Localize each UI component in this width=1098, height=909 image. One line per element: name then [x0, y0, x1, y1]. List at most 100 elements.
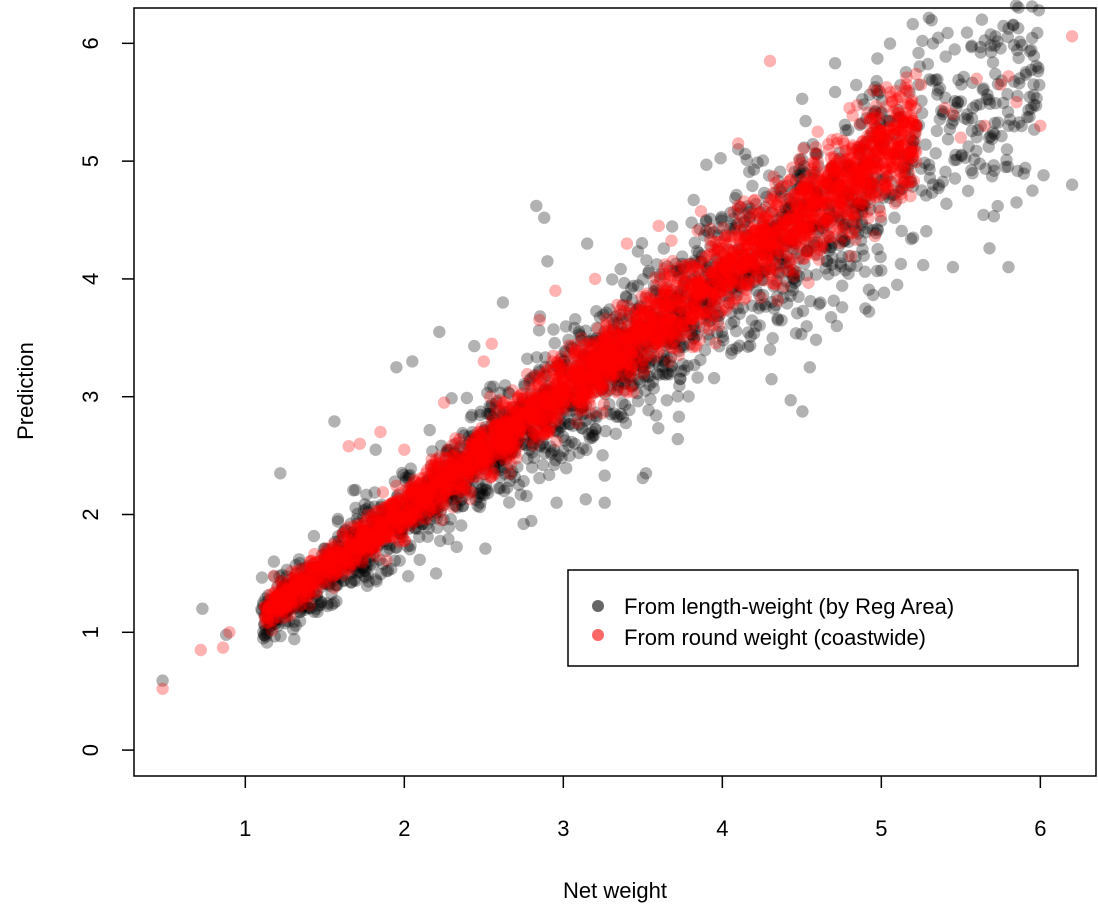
data-point [700, 289, 713, 303]
data-point [517, 408, 531, 422]
data-point [435, 476, 448, 489]
data-point [821, 229, 834, 242]
data-point [902, 153, 915, 166]
data-point [386, 514, 399, 528]
data-point [776, 252, 789, 265]
data-point [850, 216, 863, 229]
data-point [374, 527, 387, 541]
data-point [985, 45, 998, 59]
data-point [690, 244, 704, 258]
data-point [786, 212, 799, 225]
data-point [906, 231, 920, 244]
data-point [772, 249, 785, 263]
data-point [665, 328, 679, 341]
data-point [475, 488, 489, 501]
data-point [793, 153, 806, 167]
data-point [494, 386, 507, 399]
data-point [628, 305, 642, 319]
data-point [603, 398, 616, 411]
data-point [649, 284, 663, 297]
data-point [259, 609, 272, 623]
data-point [851, 169, 864, 182]
data-point [306, 557, 320, 571]
data-point [295, 563, 309, 576]
data-point [586, 354, 599, 367]
data-point [395, 523, 409, 536]
data-point [652, 422, 665, 435]
data-point [565, 391, 579, 404]
data-point [570, 416, 584, 429]
data-point [535, 399, 549, 413]
data-point [333, 544, 346, 557]
data-point [974, 40, 987, 54]
data-point [759, 201, 772, 214]
data-point [384, 509, 397, 522]
data-point [850, 143, 864, 156]
data-point [501, 423, 514, 436]
data-point [579, 324, 592, 337]
data-point [638, 370, 651, 383]
data-point [741, 255, 754, 268]
data-point [355, 547, 369, 560]
data-point [649, 312, 662, 325]
data-point [727, 272, 740, 285]
data-point [271, 613, 284, 626]
data-point [459, 478, 473, 491]
data-point [691, 224, 704, 237]
data-point [908, 141, 921, 154]
data-point [1007, 18, 1020, 31]
data-point [262, 613, 275, 626]
data-point [949, 148, 962, 162]
data-point [334, 571, 347, 585]
data-point [474, 405, 487, 418]
data-point [464, 411, 478, 424]
data-point [597, 337, 610, 350]
data-point [806, 219, 819, 233]
data-point [280, 563, 294, 576]
data-point [731, 217, 744, 231]
data-point [688, 358, 701, 372]
data-point [574, 372, 588, 386]
data-point [662, 323, 675, 336]
data-point [840, 157, 853, 170]
data-point [418, 511, 431, 524]
data-point [287, 623, 300, 636]
data-point [504, 410, 517, 424]
data-point [583, 432, 597, 445]
data-point [733, 280, 746, 293]
data-point [1031, 26, 1044, 40]
data-point [619, 289, 633, 303]
data-point [596, 380, 610, 393]
data-point [480, 484, 494, 497]
data-point [1001, 30, 1014, 44]
data-point [629, 333, 642, 346]
data-point [412, 522, 425, 535]
data-point [605, 379, 618, 392]
data-point [345, 560, 358, 573]
data-point [681, 316, 694, 329]
data-point [695, 249, 709, 262]
data-point [487, 411, 500, 424]
data-point [304, 602, 317, 615]
data-point [513, 435, 526, 449]
data-point [463, 471, 476, 484]
data-point [989, 67, 1002, 81]
data-point [702, 226, 716, 239]
data-point [725, 347, 738, 360]
data-point [856, 199, 869, 212]
data-point [823, 178, 836, 192]
data-point [810, 186, 824, 199]
data-point [276, 581, 289, 594]
data-point [845, 191, 858, 204]
data-point [480, 448, 494, 461]
data-point [767, 302, 781, 315]
data-point [334, 548, 347, 561]
data-point [576, 370, 589, 383]
data-point [737, 268, 750, 281]
data-point [622, 370, 636, 384]
data-point [724, 317, 738, 330]
data-point [376, 486, 390, 499]
data-point [694, 205, 708, 218]
data-point [957, 70, 970, 84]
data-point [943, 122, 956, 136]
